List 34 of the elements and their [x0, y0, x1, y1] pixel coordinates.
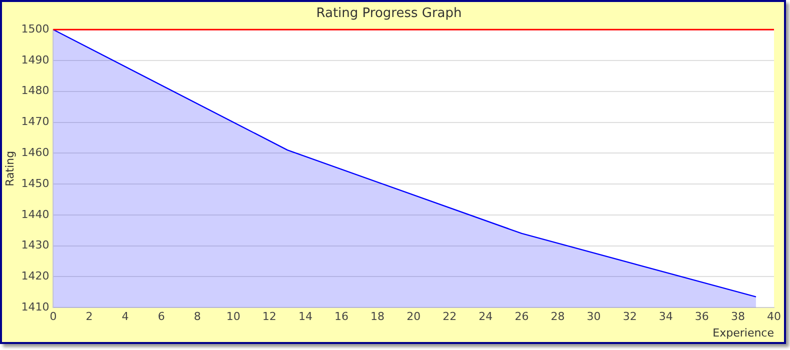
y-tick-label: 1460 [21, 146, 50, 160]
x-tick-label: 2 [86, 310, 93, 324]
x-tick-label: 0 [50, 310, 57, 324]
x-tick-label: 24 [478, 310, 493, 324]
x-tick-label: 36 [694, 310, 709, 324]
x-tick-label: 32 [622, 310, 637, 324]
x-tick-label: 8 [194, 310, 201, 324]
y-tick-label: 1430 [21, 238, 50, 252]
y-tick-label: 1500 [21, 22, 50, 36]
x-tick-label: 20 [406, 310, 421, 324]
y-tick-label: 1420 [21, 270, 50, 283]
x-tick-label: 40 [767, 310, 781, 324]
x-tick-label: 16 [334, 310, 349, 324]
x-tick-label: 14 [298, 310, 312, 324]
x-tick-label: 28 [550, 310, 565, 324]
x-tick-label: 34 [658, 310, 673, 324]
y-tick-label: 1490 [21, 53, 50, 66]
y-axis-title: Rating [3, 150, 16, 186]
x-tick-label: 38 [730, 310, 745, 324]
x-tick-label: 22 [442, 310, 457, 324]
y-tick-label: 1450 [21, 176, 50, 190]
chart-title: Rating Progress Graph [316, 6, 462, 22]
x-tick-label: 30 [586, 310, 601, 324]
x-tick-label: 18 [370, 310, 385, 324]
x-tick-label: 4 [122, 310, 129, 324]
x-tick-label: 6 [158, 310, 165, 324]
y-tick-label: 1410 [21, 300, 50, 314]
x-tick-label: 26 [514, 310, 529, 324]
y-tick-label: 1440 [21, 208, 50, 221]
x-tick-label: 10 [226, 310, 240, 324]
y-tick-label: 1470 [21, 115, 50, 128]
x-axis-title: Experience [712, 326, 774, 340]
x-tick-label: 12 [262, 310, 276, 324]
y-tick-label: 1480 [21, 84, 50, 98]
